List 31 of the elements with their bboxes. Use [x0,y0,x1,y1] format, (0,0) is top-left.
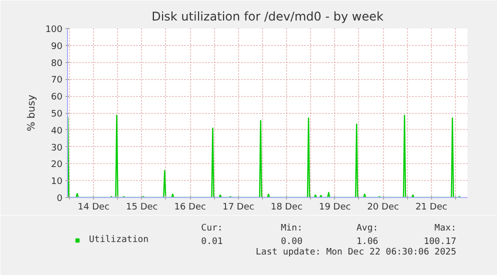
text: Max: [434,224,456,234]
x-tick-label: 18 Dec [270,202,303,212]
y-tick-label: 100 [45,25,63,35]
x-tick-label: 21 Dec [415,202,448,212]
x-tick-label: 15 Dec [126,202,158,212]
x-tick-label: 20 Dec [367,202,399,212]
text: Cur: [201,224,223,234]
text: 0.01 [201,237,223,247]
y-tick-label: 70 [51,76,63,86]
text: Avg: [356,224,378,234]
text: 1.06 [356,237,378,247]
y-tick-label: 30 [51,143,63,154]
text: 100.17 [424,237,456,247]
x-tick-label: 17 Dec [222,202,254,212]
y-tick-label: 50 [51,110,63,120]
x-tick-label: 14 Dec [78,202,110,212]
x-tick-label: 16 Dec [174,202,206,212]
y-tick-label: 0 [56,194,63,204]
y-axis-title: % busy [26,94,38,132]
y-tick-label: 20 [51,160,63,170]
chart-title: Disk utilization for /dev/md0 - by week [152,10,384,24]
legend-label: Utilization [89,235,149,245]
y-tick-label: 60 [51,92,63,103]
y-tick-label: 90 [51,42,63,52]
y-tick-label: 10 [51,177,63,188]
text: 0.00 [280,237,303,247]
y-tick-label: 40 [51,126,63,136]
text: Last update: Mon Dec 22 06:30:06 2025 [256,248,456,258]
y-tick-label: 80 [51,58,63,69]
x-tick-label: 19 Dec [318,202,351,212]
text: Min: [280,224,303,234]
